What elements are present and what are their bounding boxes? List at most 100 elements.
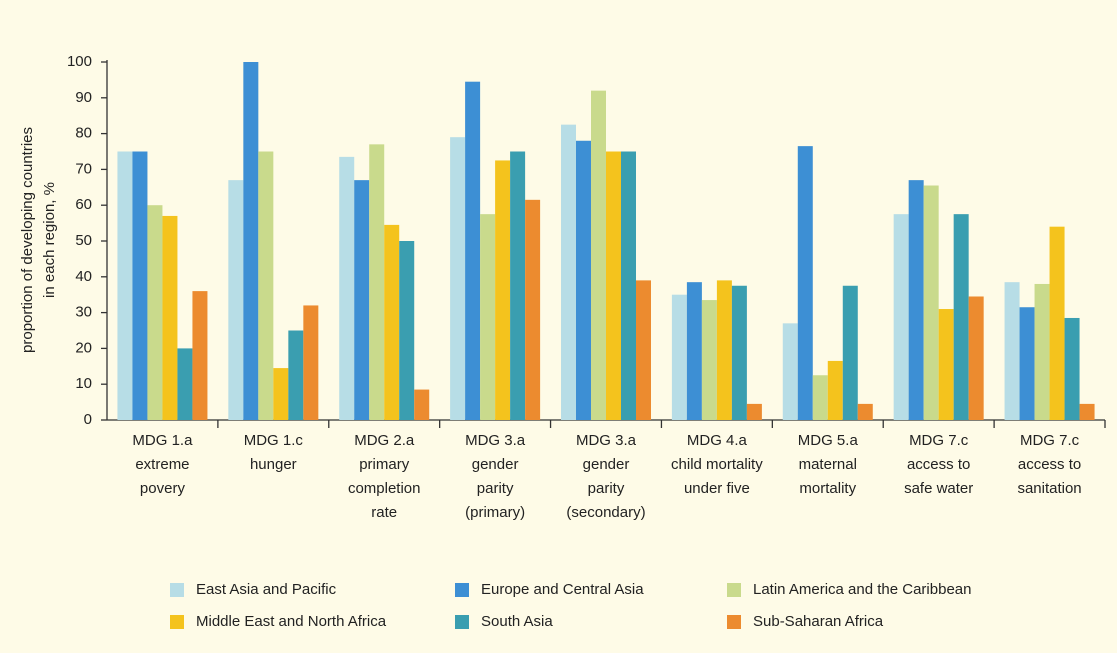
bar (731, 285, 747, 420)
legend-label: Sub-Saharan Africa (753, 613, 884, 630)
bar (606, 151, 621, 420)
bar (591, 90, 606, 420)
x-tick-label: sanitation (1017, 480, 1081, 497)
y-tick-label: 70 (75, 160, 92, 177)
x-tick-label: MDG 3.a (576, 432, 637, 449)
x-tick-label: MDG 2.a (354, 432, 415, 449)
x-tick-label: parity (477, 480, 514, 497)
bar (465, 81, 481, 420)
x-tick-label: (primary) (465, 504, 525, 521)
y-tick-label: 0 (84, 411, 92, 428)
x-tick-label: primary (359, 456, 410, 473)
bar (621, 151, 636, 420)
legend-swatch (455, 583, 469, 597)
x-tick-label: extreme (135, 456, 189, 473)
bar (450, 137, 466, 420)
legend-swatch (727, 615, 741, 629)
legend-swatch (170, 615, 184, 629)
x-tick-label: parity (588, 480, 625, 497)
bar (1034, 283, 1050, 420)
bar (480, 214, 496, 420)
y-tick-label: 80 (75, 125, 92, 142)
bar (857, 403, 873, 420)
legend-label: Europe and Central Asia (481, 581, 644, 598)
bar (908, 180, 924, 420)
y-tick-label: 50 (75, 232, 92, 249)
x-tick-label: MDG 4.a (687, 432, 748, 449)
bar (354, 180, 370, 420)
bar (1019, 307, 1035, 420)
bar (258, 151, 274, 420)
x-tick-label: MDG 7.c (909, 432, 969, 449)
bar (192, 291, 208, 420)
x-tick-label: access to (1018, 456, 1081, 473)
legend-label: East Asia and Pacific (196, 581, 337, 598)
legend-label: South Asia (481, 613, 553, 630)
x-tick-label: MDG 7.c (1020, 432, 1080, 449)
bar (686, 282, 702, 420)
bar (1079, 403, 1095, 420)
bar (288, 330, 304, 420)
x-tick-label: MDG 3.a (465, 432, 526, 449)
x-tick-label: gender (472, 456, 519, 473)
bar (303, 305, 319, 420)
bar (716, 280, 732, 420)
bar (923, 185, 939, 420)
y-tick-label: 40 (75, 268, 92, 285)
x-tick-label: child mortality (671, 456, 763, 473)
bar (561, 124, 576, 421)
bar (525, 199, 541, 420)
legend-label: Middle East and North Africa (196, 613, 387, 630)
y-tick-label: 100 (67, 53, 92, 70)
x-tick-label: mortality (799, 480, 856, 497)
bar (384, 224, 400, 420)
bar (339, 156, 355, 420)
bar (671, 294, 687, 420)
y-tick-label: 30 (75, 304, 92, 321)
bar (576, 140, 591, 420)
bar (782, 323, 798, 420)
bar (177, 348, 193, 420)
y-tick-label: 90 (75, 89, 92, 106)
bar (968, 296, 984, 420)
bar (797, 146, 813, 420)
x-tick-label: hunger (250, 456, 297, 473)
bar (701, 300, 717, 420)
x-tick-label: safe water (904, 480, 973, 497)
bar (399, 241, 415, 420)
bar (117, 151, 133, 420)
x-tick-label: MDG 1.c (244, 432, 304, 449)
bar (746, 403, 762, 420)
x-tick-label: MDG 5.a (798, 432, 859, 449)
y-axis-title: proportion of developing countries (19, 127, 36, 353)
bar (228, 180, 244, 420)
legend-label: Latin America and the Caribbean (753, 581, 971, 598)
bar (893, 214, 909, 420)
bar (495, 160, 511, 420)
x-tick-label: rate (371, 504, 397, 521)
bar (273, 368, 289, 420)
bar (132, 151, 148, 420)
x-tick-label: gender (583, 456, 630, 473)
x-tick-label: access to (907, 456, 970, 473)
bar (162, 215, 178, 420)
bar (812, 375, 828, 420)
x-tick-label: completion (348, 480, 421, 497)
x-tick-label: (secondary) (566, 504, 645, 521)
y-tick-label: 20 (75, 339, 92, 356)
bar (938, 309, 954, 420)
x-tick-label: under five (684, 480, 750, 497)
bar (953, 214, 969, 420)
x-tick-label: maternal (799, 456, 857, 473)
bar (243, 62, 259, 420)
legend-swatch (170, 583, 184, 597)
bar (414, 389, 430, 420)
y-tick-label: 60 (75, 196, 92, 213)
bar (1049, 226, 1065, 420)
legend-swatch (727, 583, 741, 597)
bar (1064, 317, 1080, 420)
x-tick-label: MDG 1.a (132, 432, 193, 449)
bar (842, 285, 858, 420)
bar (510, 151, 526, 420)
